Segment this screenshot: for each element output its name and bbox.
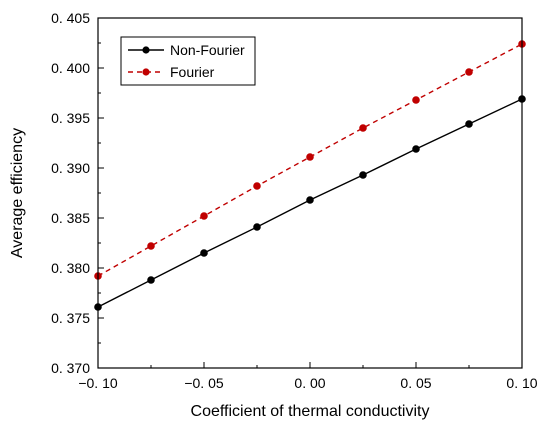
x-tick-label: 0. 00 bbox=[294, 375, 325, 391]
y-tick-label: 0. 385 bbox=[51, 210, 90, 226]
legend-marker-non-fourier bbox=[142, 46, 150, 54]
data-point-non-fourier bbox=[465, 120, 473, 128]
y-tick-label: 0. 400 bbox=[51, 60, 90, 76]
legend-label-non-fourier: Non-Fourier bbox=[170, 42, 245, 58]
x-axis-ticks: −0. 10 −0. 05 0. 00 0. 05 0. 10 bbox=[78, 362, 538, 391]
legend-label-fourier: Fourier bbox=[170, 64, 215, 80]
y-tick-label: 0. 405 bbox=[51, 10, 90, 26]
x-axis-title: Coefficient of thermal conductivity bbox=[191, 403, 430, 420]
y-axis-ticks: 0. 370 0. 375 0. 380 0. 385 0. 390 0. 395 0. 4… bbox=[51, 10, 104, 376]
y-tick-label: 0. 395 bbox=[51, 110, 90, 126]
y-tick-label: 0. 370 bbox=[51, 360, 90, 376]
data-point-fourier bbox=[253, 182, 261, 190]
data-point-non-fourier bbox=[200, 249, 208, 257]
x-tick-label: 0. 10 bbox=[506, 375, 537, 391]
y-axis-title: Average efficiency bbox=[9, 128, 26, 258]
data-point-non-fourier bbox=[359, 171, 367, 179]
data-point-non-fourier bbox=[253, 223, 261, 231]
x-tick-label: 0. 05 bbox=[400, 375, 431, 391]
data-point-fourier bbox=[147, 242, 155, 250]
y-tick-label: 0. 375 bbox=[51, 310, 90, 326]
data-point-non-fourier bbox=[306, 196, 314, 204]
data-point-non-fourier bbox=[147, 276, 155, 284]
y-tick-label: 0. 380 bbox=[51, 260, 90, 276]
data-point-fourier bbox=[465, 68, 473, 76]
series-layer bbox=[94, 40, 526, 311]
data-point-non-fourier bbox=[412, 145, 420, 153]
plot-frame bbox=[97, 17, 523, 369]
x-tick-label: −0. 10 bbox=[78, 375, 118, 391]
x-tick-label: −0. 05 bbox=[184, 375, 224, 391]
data-point-fourier bbox=[359, 124, 367, 132]
data-point-fourier bbox=[412, 96, 420, 104]
legend-box bbox=[120, 36, 256, 86]
legend: Non-Fourier Fourier bbox=[120, 36, 256, 86]
data-point-fourier bbox=[306, 153, 314, 161]
legend-marker-fourier bbox=[142, 68, 150, 76]
y-tick-label: 0. 390 bbox=[51, 160, 90, 176]
data-point-fourier bbox=[200, 212, 208, 220]
